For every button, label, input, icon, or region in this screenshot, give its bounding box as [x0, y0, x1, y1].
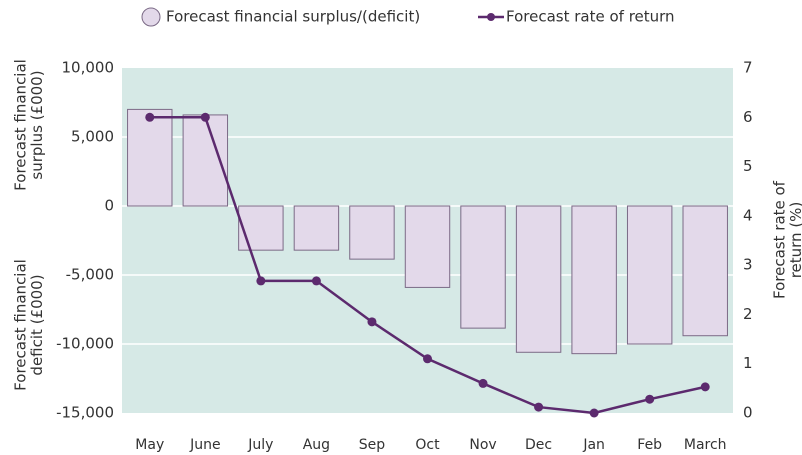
bar	[238, 205, 284, 251]
bar	[404, 205, 451, 288]
y2-axis-label-line: Forecast rate of	[770, 180, 788, 299]
y2-tick-label: 3	[743, 256, 753, 274]
legend-label: Forecast financial surplus/(deficit)	[166, 8, 420, 26]
bar	[349, 205, 395, 260]
y-tick-label: -10,000	[56, 335, 114, 353]
y2-tick-label: 5	[743, 157, 753, 175]
legend-label: Forecast rate of return	[506, 8, 675, 26]
line-marker	[256, 276, 266, 286]
bar	[626, 205, 673, 345]
x-tick-label: Nov	[469, 437, 496, 453]
x-tick-label: Dec	[525, 437, 552, 453]
y-axis-label-bottom: Forecast financialdeficit (£000)	[11, 259, 46, 391]
bar	[460, 205, 506, 329]
legend-swatch-marker	[487, 13, 495, 21]
y2-tick-label: 0	[743, 404, 753, 422]
y-tick-label: 5,000	[71, 128, 114, 146]
x-tick-label: June	[189, 437, 221, 453]
bar	[127, 108, 173, 207]
y2-tick-label: 7	[743, 59, 753, 77]
line-marker	[478, 378, 488, 388]
line-marker	[534, 402, 544, 412]
y-tick-label: 10,000	[62, 59, 115, 77]
y-tick-label: -5,000	[66, 266, 114, 284]
line-marker	[311, 276, 321, 286]
y-axis-label-bottom-line: deficit (£000)	[28, 274, 46, 375]
bar	[293, 205, 340, 251]
y2-tick-label: 2	[743, 305, 753, 323]
x-tick-label: Feb	[637, 437, 662, 453]
x-tick-label: Jan	[582, 437, 605, 453]
y-tick-label: -15,000	[56, 404, 114, 422]
y2-axis-label-line: return (%)	[787, 202, 802, 279]
line-marker	[423, 354, 432, 364]
line-marker	[367, 317, 377, 327]
line-marker	[645, 394, 655, 404]
y2-axis-label: Forecast rate ofreturn (%)	[770, 180, 802, 299]
x-tick-label: Oct	[415, 437, 440, 453]
bar	[571, 205, 617, 355]
y2-tick-label: 6	[743, 108, 753, 126]
x-tick-label: Aug	[303, 437, 330, 453]
line-marker	[145, 112, 155, 122]
x-tick-label: July	[247, 437, 273, 453]
y-axis-label-top: Forecast financialsurplus (£000)	[11, 59, 46, 191]
line-marker	[700, 382, 710, 392]
line-marker	[200, 112, 210, 122]
x-tick-label: March	[684, 437, 727, 453]
y-axis-label-top-line: surplus (£000)	[28, 70, 46, 179]
y2-tick-label: 1	[743, 354, 753, 372]
bar	[682, 205, 728, 337]
y2-tick-label: 4	[743, 206, 753, 224]
y-tick-label: 0	[104, 197, 114, 215]
line-marker	[589, 408, 599, 418]
legend-swatch	[141, 7, 161, 27]
y-axis-label-top-line: Forecast financial	[11, 59, 29, 191]
bar	[515, 205, 562, 353]
x-tick-label: May	[135, 437, 164, 453]
x-tick-label: Sep	[359, 437, 386, 453]
y-axis-label-bottom-line: Forecast financial	[11, 259, 29, 391]
